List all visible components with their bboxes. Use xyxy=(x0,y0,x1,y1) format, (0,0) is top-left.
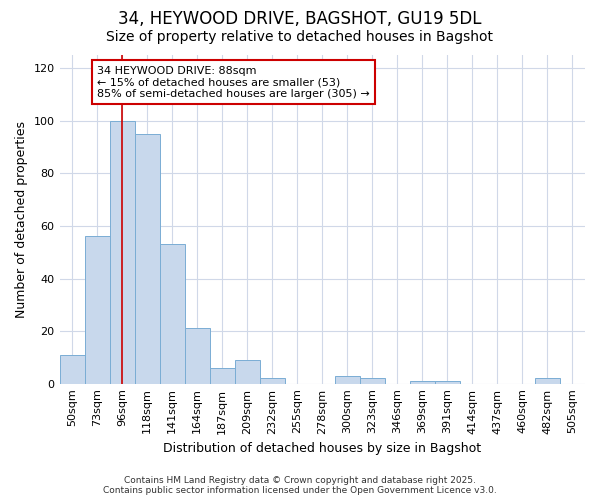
Bar xyxy=(435,381,460,384)
Text: 34, HEYWOOD DRIVE, BAGSHOT, GU19 5DL: 34, HEYWOOD DRIVE, BAGSHOT, GU19 5DL xyxy=(118,10,482,28)
Bar xyxy=(235,360,260,384)
Bar xyxy=(185,328,209,384)
Bar xyxy=(360,378,385,384)
Bar xyxy=(209,368,235,384)
Bar xyxy=(110,120,134,384)
Y-axis label: Number of detached properties: Number of detached properties xyxy=(15,121,28,318)
Text: Contains HM Land Registry data © Crown copyright and database right 2025.
Contai: Contains HM Land Registry data © Crown c… xyxy=(103,476,497,495)
Text: 34 HEYWOOD DRIVE: 88sqm
← 15% of detached houses are smaller (53)
85% of semi-de: 34 HEYWOOD DRIVE: 88sqm ← 15% of detache… xyxy=(97,66,370,98)
Bar xyxy=(410,381,435,384)
Bar xyxy=(160,244,185,384)
Bar xyxy=(85,236,110,384)
Bar xyxy=(134,134,160,384)
Bar xyxy=(260,378,285,384)
Bar xyxy=(335,376,360,384)
Bar xyxy=(59,355,85,384)
X-axis label: Distribution of detached houses by size in Bagshot: Distribution of detached houses by size … xyxy=(163,442,481,455)
Text: Size of property relative to detached houses in Bagshot: Size of property relative to detached ho… xyxy=(107,30,493,44)
Bar xyxy=(535,378,560,384)
